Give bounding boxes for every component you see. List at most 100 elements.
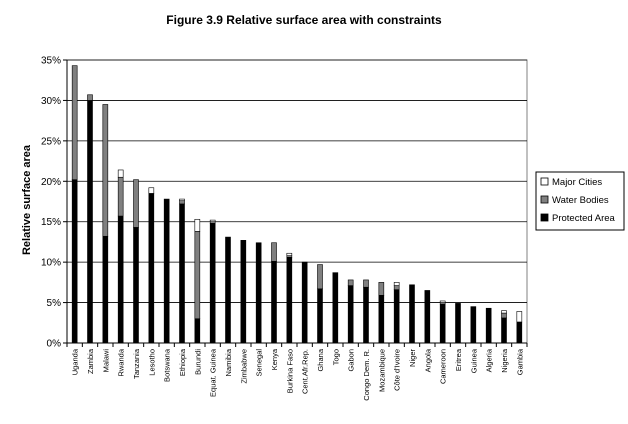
bar-protected-area	[148, 193, 155, 344]
x-tick-label: Zambia	[86, 348, 95, 374]
bar-water-bodies	[102, 104, 109, 237]
bar-protected-area	[117, 215, 124, 344]
x-tick-label: Togo	[331, 349, 340, 365]
y-axis-label: Relative surface area	[21, 144, 33, 255]
y-tick-label: 35%	[41, 56, 61, 67]
bar-protected-area	[271, 261, 277, 344]
legend-swatch	[540, 213, 549, 222]
legend: Major Cities Water Bodies Protected Area	[535, 171, 625, 231]
bar-protected-area	[347, 285, 354, 344]
bar-water-bodies	[317, 264, 323, 290]
bar-protected-area	[194, 318, 201, 344]
legend-swatch	[540, 195, 549, 204]
bar-protected-area	[409, 284, 415, 344]
x-tick-label: Burundi	[193, 349, 202, 375]
x-tick-label: Côte d'Ivoire	[393, 349, 402, 391]
x-tick-label: Uganda	[71, 348, 80, 375]
x-tick-label: Kenya	[270, 348, 279, 370]
bar-major-cities	[516, 311, 523, 323]
x-tick-label: Senegal	[255, 349, 264, 377]
x-tick-label: Angola	[423, 348, 432, 372]
x-tick-label: Botswana	[163, 348, 172, 382]
bar-water-bodies	[87, 94, 93, 101]
bar-protected-area	[393, 289, 400, 344]
x-tick-label: Nigeria	[500, 348, 509, 373]
bar-major-cities	[439, 300, 446, 303]
bar-major-cities	[501, 310, 507, 314]
bar-water-bodies	[363, 279, 369, 288]
x-tick-label: Congo Dem. R.	[362, 349, 371, 401]
bar-water-bodies	[393, 285, 400, 290]
y-tick-label: 25%	[41, 136, 61, 147]
y-tick-label: 20%	[41, 177, 61, 188]
bar-protected-area	[317, 288, 323, 344]
bar-protected-area	[133, 227, 139, 344]
x-tick-label: Gambia	[515, 348, 524, 375]
legend-label: Major Cities	[552, 177, 602, 188]
x-tick-label: Burkina Faso	[285, 349, 294, 393]
x-tick-label: Rwanda	[117, 348, 126, 376]
bar-protected-area	[516, 321, 523, 344]
bar-protected-area	[485, 307, 492, 344]
bar-protected-area	[470, 306, 477, 344]
bar-water-bodies	[71, 65, 78, 180]
bar-major-cities	[148, 187, 155, 194]
bar-water-bodies	[179, 200, 185, 205]
bar-protected-area	[301, 261, 308, 344]
x-tick-label: Ethiopia	[178, 348, 187, 376]
x-tick-label: Guinea	[469, 348, 478, 373]
bar-water-bodies	[378, 282, 385, 296]
y-tick-label: 15%	[41, 217, 61, 228]
bar-protected-area	[286, 256, 293, 344]
legend-label: Protected Area	[552, 213, 616, 224]
legend-box	[535, 171, 625, 231]
chart-title: Figure 3.9 Relative surface area with co…	[166, 13, 442, 27]
x-tick-label: Cent.Afr.Rep.	[301, 349, 310, 394]
legend-swatch	[540, 177, 549, 186]
bar-protected-area	[87, 100, 93, 344]
bar-protected-area	[439, 303, 446, 344]
x-tick-label: Cameroon	[439, 349, 448, 384]
bars	[71, 65, 523, 344]
bar-protected-area	[209, 223, 216, 344]
bar-water-bodies	[133, 179, 139, 228]
x-tick-label: Mozambique	[377, 349, 386, 392]
bar-protected-area	[378, 294, 385, 344]
bar-protected-area	[179, 203, 185, 344]
bar-water-bodies	[117, 176, 124, 217]
x-tick-label: Ghana	[316, 348, 325, 371]
bar-water-bodies	[271, 242, 277, 262]
x-tick-label: Lesotho	[147, 349, 156, 376]
bar-protected-area	[163, 198, 170, 344]
x-tick-label: Malawi	[101, 349, 110, 373]
bar-major-cities	[179, 198, 185, 201]
bar-protected-area	[102, 235, 109, 344]
y-tick-label: 5%	[47, 298, 62, 309]
axes: 0% 5% 10% 15% 20% 25% 30% 35% Uganda Zambia Malawi…	[41, 56, 528, 401]
bar-major-cities	[117, 169, 124, 178]
bar-water-bodies	[194, 231, 201, 320]
bar-protected-area	[225, 236, 231, 344]
x-tick-label: Eritrea	[454, 348, 463, 371]
bar-protected-area	[71, 179, 78, 344]
bar-major-cities	[286, 252, 293, 256]
bar-water-bodies	[347, 279, 354, 286]
bar-protected-area	[501, 317, 507, 344]
y-tick-label: 10%	[41, 258, 61, 269]
x-tick-label: Tanzania	[132, 348, 141, 379]
bar-major-cities	[209, 219, 216, 223]
y-tick-label: 0%	[47, 339, 62, 350]
legend-label: Water Bodies	[552, 195, 609, 206]
y-tick-label: 30%	[41, 96, 61, 107]
bar-protected-area	[424, 290, 431, 344]
bar-major-cities	[393, 282, 400, 286]
bar-protected-area	[255, 242, 262, 344]
bar-protected-area	[332, 272, 339, 344]
bar-protected-area	[240, 240, 247, 344]
x-tick-label: Niger	[408, 349, 417, 367]
x-tick-label: Algeria	[485, 348, 494, 372]
bar-protected-area	[455, 303, 461, 344]
bar-major-cities	[194, 218, 201, 232]
